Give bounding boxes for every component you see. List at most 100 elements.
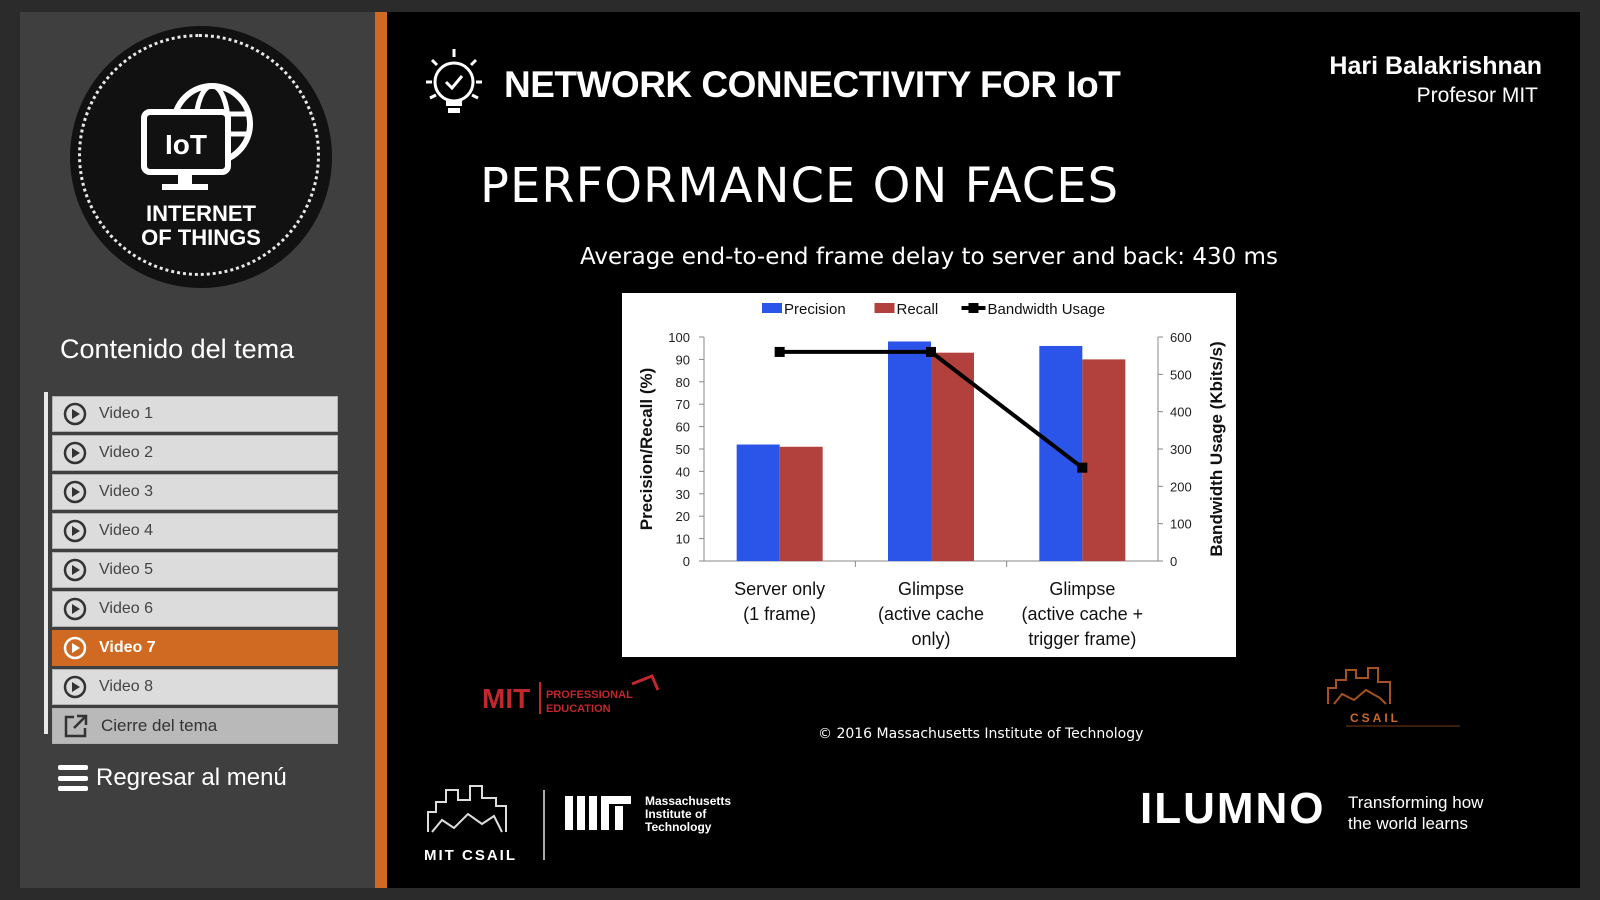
bar-recall [931,352,974,561]
legend-swatch-bandwidth-marker [968,303,979,313]
chart-svg: 0 10 20 30 40 50 60 70 80 90 100 0 100 200 300 400 500 60… [637,301,1226,649]
professor-role: Profesor MIT [1416,84,1538,107]
mitpe-line-1: PROFESSIONAL [546,689,633,701]
logo-line-1: INTERNET [146,201,256,226]
sidebar-item-label: Video 6 [99,600,153,617]
sidebar-item-label: Video 5 [99,561,153,578]
mit-csail-logo: MIT CSAIL [424,785,545,864]
y-tick-label: 40 [676,464,690,479]
play-circle-icon [63,675,87,699]
iot-monitor-globe-icon: IoT [141,83,253,190]
legend-swatch-precision [762,303,782,313]
legend-label: Recall [897,301,939,318]
y-tick-label: 20 [676,509,690,524]
play-circle-icon [63,402,87,426]
close-topic-button[interactable]: Cierre del tema [52,708,338,744]
sidebar-item-video-1[interactable]: Video 1 [52,396,338,432]
iot-badge-text: IoT [165,129,207,160]
sidebar: IoT INTERNET OF THINGS Contenido del tem… [20,12,375,888]
y-tick-label: 50 [676,442,690,457]
sidebar-item-video-7[interactable]: Video 7 [52,630,338,666]
x-category-label: (active cache [878,604,984,624]
logo-line-2: OF THINGS [141,225,261,250]
back-to-menu-button[interactable]: Regresar al menú [58,764,287,792]
y-tick-label: 70 [676,397,690,412]
section-title: Contenido del tema [60,334,295,364]
x-category-label: Server only [734,579,825,599]
x-category-label: Glimpse [898,579,964,599]
sidebar-item-label: Video 7 [99,639,156,656]
external-link-icon [64,714,88,738]
x-category-label: (active cache + [1022,604,1144,624]
sidebar-item-video-5[interactable]: Video 5 [52,552,338,588]
mit-professional-education-logo: MIT PROFESSIONAL EDUCATION [482,674,660,715]
copyright: © 2016 Massachusetts Institute of Techno… [818,726,1144,742]
play-circle-icon [63,519,87,543]
sidebar-item-label: Video 1 [99,405,153,422]
menu-divider [44,392,48,734]
slide-subtitle: Average end-to-end frame delay to server… [580,244,1278,270]
play-circle-icon [63,480,87,504]
sidebar-item-label: Video 3 [99,483,153,500]
sidebar-accent-bar [375,12,387,888]
y-tick-label: 10 [676,532,690,547]
professor-name: Hari Balakrishnan [1329,52,1542,80]
sidebar-item-video-3[interactable]: Video 3 [52,474,338,510]
y-tick-label: 60 [676,420,690,435]
y-tick-label: 80 [676,375,690,390]
iot-logo: IoT INTERNET OF THINGS [70,26,332,288]
mitpe-line-2: EDUCATION [546,703,611,715]
legend-label: Precision [784,301,846,318]
mit-csail-text: MIT CSAIL [424,847,517,864]
y2-tick-label: 100 [1170,517,1192,532]
x-category-label: Glimpse [1049,579,1115,599]
y2-tick-label: 500 [1170,367,1192,382]
x-category-label: only) [911,629,950,649]
sidebar-item-video-4[interactable]: Video 4 [52,513,338,549]
bandwidth-point [926,346,936,357]
lightbulb-icon [426,49,482,113]
y2-tick-label: 600 [1170,330,1192,345]
ilumno-tagline: Transforming how the world learns [1348,793,1484,833]
bandwidth-point [1077,462,1088,473]
ilumno-logo: ILUMNO [1140,784,1326,833]
video-menu: Video 1 Video 2 Video 3 Video 4 Video 5 Video… [52,396,338,747]
play-circle-icon [63,636,87,660]
bar-precision [736,444,780,561]
y2-axis-title: Bandwidth Usage (Kbits/s) [1207,341,1226,556]
csail-small-logo: CSAIL [1327,667,1460,727]
y-tick-label: 30 [676,487,690,502]
y-tick-label: 100 [668,330,690,345]
y-tick-label: 0 [683,554,690,569]
play-circle-icon [63,558,87,582]
legend-swatch-recall [874,303,895,313]
csail-small-text: CSAIL [1350,711,1401,725]
close-topic-label: Cierre del tema [101,716,218,735]
video-frame: IoT INTERNET OF THINGS Contenido del tem… [20,12,1580,888]
y2-tick-label: 0 [1170,554,1177,569]
back-to-menu-label: Regresar al menú [96,764,287,791]
sidebar-item-video-2[interactable]: Video 2 [52,435,338,471]
play-circle-icon [63,597,87,621]
y-axis-title: Precision/Recall (%) [637,368,656,531]
slide-title: PERFORMANCE ON FACES [480,158,1120,214]
sidebar-item-video-6[interactable]: Video 6 [52,591,338,627]
bar-recall [1082,359,1126,561]
mit-name: Massachusetts Institute of Technology [645,794,732,834]
mit-wordmark-logo [565,796,631,830]
mitpe-mit-text: MIT [482,683,530,714]
performance-chart: 0 10 20 30 40 50 60 70 80 90 100 0 100 200 300 400 500 60… [622,293,1236,657]
play-circle-icon [63,441,87,465]
sidebar-item-video-8[interactable]: Video 8 [52,669,338,705]
y2-tick-label: 200 [1170,479,1192,494]
y-tick-label: 90 [676,352,690,367]
legend-label: Bandwidth Usage [988,301,1106,318]
bar-recall [779,446,823,561]
bandwidth-point [774,346,785,357]
sidebar-item-label: Video 4 [99,522,153,539]
x-category-label: (1 frame) [743,604,816,624]
y2-tick-label: 300 [1170,442,1192,457]
x-category-label: trigger frame) [1028,629,1136,649]
sidebar-item-label: Video 8 [99,678,153,695]
bar-precision [888,341,931,561]
